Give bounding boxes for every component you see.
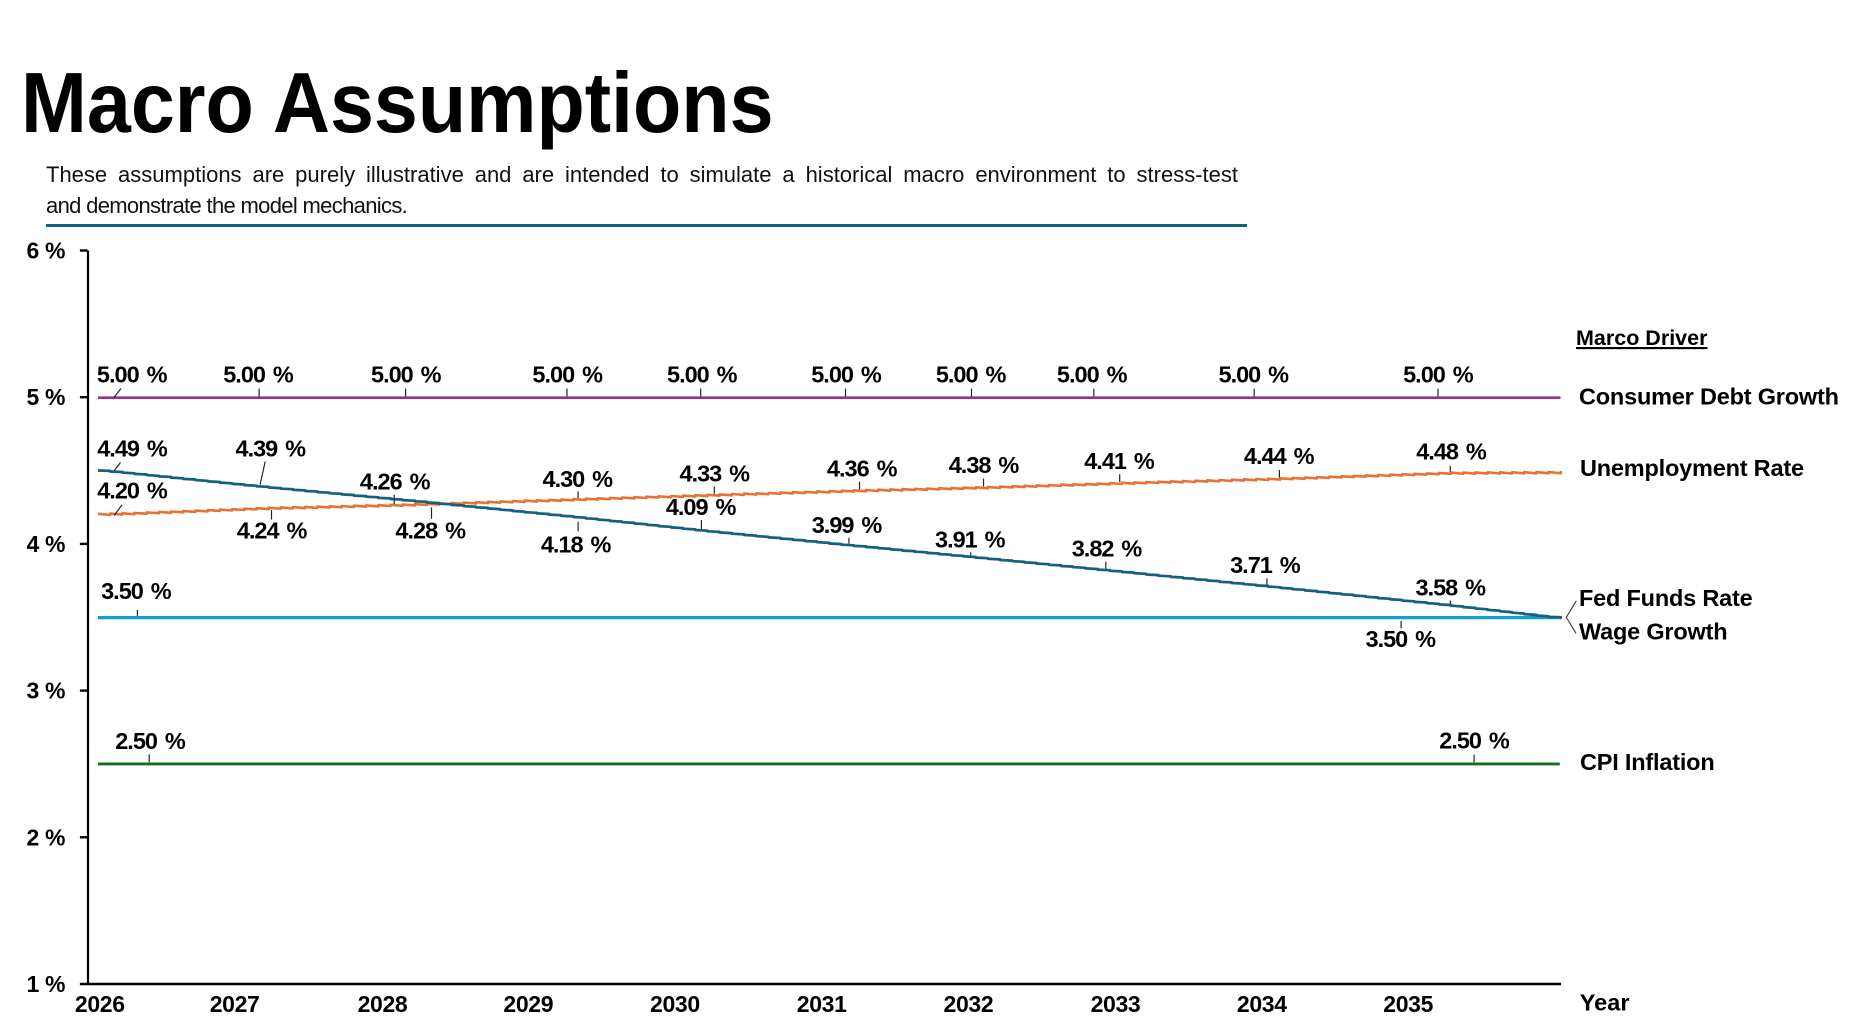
svg-text:2.50 %: 2.50 % [115,728,186,754]
svg-text:2034: 2034 [1237,991,1287,1017]
svg-text:Wage Growth: Wage Growth [1579,619,1727,645]
svg-text:2033: 2033 [1091,991,1141,1017]
svg-text:2035: 2035 [1383,991,1433,1017]
svg-text:3.82 %: 3.82 % [1072,536,1143,562]
svg-text:CPI Inflation: CPI Inflation [1580,749,1714,775]
svg-text:4.49 %: 4.49 % [97,436,168,462]
svg-text:4.18 %: 4.18 % [541,532,612,558]
svg-text:5.00 %: 5.00 % [371,362,442,388]
svg-text:5.00 %: 5.00 % [223,362,294,388]
svg-text:5 %: 5 % [27,384,66,410]
svg-text:2027: 2027 [210,991,260,1017]
svg-text:4.28 %: 4.28 % [395,518,466,544]
svg-text:4 %: 4 % [27,531,66,557]
svg-text:3 %: 3 % [27,678,66,704]
svg-text:2031: 2031 [797,991,847,1017]
svg-text:5.00 %: 5.00 % [1057,362,1128,388]
svg-text:4.36 %: 4.36 % [827,456,898,482]
svg-text:4.41 %: 4.41 % [1084,448,1155,474]
svg-text:5.00 %: 5.00 % [1403,362,1474,388]
svg-text:Unemployment Rate: Unemployment Rate [1580,455,1804,481]
svg-text:1 %: 1 % [27,971,66,997]
svg-text:5.00 %: 5.00 % [667,362,738,388]
svg-text:4.39 %: 4.39 % [236,436,307,462]
svg-text:4.33 %: 4.33 % [680,461,751,487]
svg-text:2029: 2029 [503,991,553,1017]
svg-text:5.00 %: 5.00 % [1219,362,1290,388]
svg-text:4.26 %: 4.26 % [360,469,431,495]
svg-text:Year: Year [1580,990,1630,1016]
svg-text:6 %: 6 % [27,238,66,264]
svg-text:5.00 %: 5.00 % [532,362,603,388]
svg-text:3.50 %: 3.50 % [1366,626,1437,652]
svg-text:5.00 %: 5.00 % [811,362,882,388]
svg-text:3.58 %: 3.58 % [1416,575,1487,601]
svg-text:2 %: 2 % [27,824,66,850]
svg-text:3.91 %: 3.91 % [935,527,1006,553]
svg-text:4.20 %: 4.20 % [97,478,168,504]
svg-text:2032: 2032 [944,991,994,1017]
svg-text:2028: 2028 [358,991,408,1017]
svg-text:Consumer Debt Growth: Consumer Debt Growth [1579,384,1839,410]
svg-text:Marco Driver: Marco Driver [1576,326,1708,350]
svg-text:Fed Funds Rate: Fed Funds Rate [1579,585,1753,611]
svg-text:2030: 2030 [650,991,700,1017]
svg-text:3.50 %: 3.50 % [101,578,172,604]
svg-text:4.48 %: 4.48 % [1416,439,1487,465]
svg-text:4.24 %: 4.24 % [237,518,308,544]
svg-text:5.00 %: 5.00 % [97,362,168,388]
svg-text:4.44 %: 4.44 % [1244,443,1315,469]
svg-text:2026: 2026 [75,991,125,1017]
svg-text:2.50 %: 2.50 % [1439,728,1510,754]
svg-text:4.30 %: 4.30 % [543,466,614,492]
svg-text:5.00 %: 5.00 % [936,362,1007,388]
svg-text:4.38 %: 4.38 % [949,452,1020,478]
svg-text:3.99 %: 3.99 % [812,512,883,538]
svg-text:3.71 %: 3.71 % [1230,552,1301,578]
svg-text:4.09 %: 4.09 % [666,494,737,520]
